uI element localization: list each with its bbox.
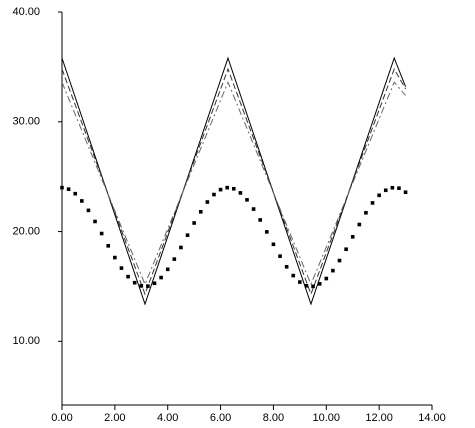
marker (317, 282, 322, 286)
marker (218, 187, 223, 192)
marker (350, 235, 355, 239)
marker (106, 244, 111, 248)
x-tick-label: 8.00 (263, 412, 284, 424)
marker (383, 188, 388, 193)
marker (99, 231, 104, 236)
marker (278, 254, 282, 258)
y-tick-label: 40.00 (12, 6, 40, 18)
marker (271, 242, 276, 247)
marker (212, 192, 216, 197)
marker (60, 185, 64, 190)
x-tick-label: 12.00 (365, 412, 393, 424)
marker (284, 264, 289, 269)
marker (311, 284, 315, 289)
marker (165, 267, 170, 272)
marker (344, 247, 348, 252)
marker (86, 208, 91, 213)
marker (225, 185, 229, 190)
x-tick-label: 2.00 (104, 412, 125, 424)
y-tick-label: 10.00 (12, 335, 40, 347)
marker (265, 230, 269, 234)
marker (231, 186, 236, 191)
x-tick-label: 14.00 (418, 412, 446, 424)
x-tick-label: 0.00 (51, 412, 72, 424)
marker (119, 266, 124, 270)
marker (403, 190, 408, 195)
marker (304, 283, 309, 288)
marker (132, 280, 137, 285)
series-line (61, 67, 407, 296)
x-tick-label: 6.00 (210, 412, 231, 424)
marker (258, 218, 263, 222)
marker (291, 273, 296, 278)
marker (205, 200, 210, 204)
series-line (61, 56, 407, 306)
marker (377, 193, 381, 198)
series-line (61, 80, 406, 286)
marker (66, 187, 71, 191)
marker (93, 219, 97, 224)
marker (364, 210, 368, 215)
marker (397, 186, 401, 190)
marker (139, 284, 144, 288)
marker (198, 209, 203, 214)
marker (370, 201, 375, 205)
marker (324, 276, 329, 281)
marker (238, 191, 243, 195)
marker (357, 222, 362, 227)
marker (390, 185, 395, 190)
marker (152, 281, 157, 286)
marker (331, 268, 335, 273)
marker (113, 255, 117, 260)
y-tick-label: 30.00 (12, 116, 40, 128)
y-tick-label: 20.00 (12, 225, 40, 237)
marker (159, 275, 163, 280)
marker (185, 233, 190, 237)
marker (251, 207, 256, 211)
marker (172, 257, 177, 261)
marker (179, 245, 183, 250)
marker (126, 274, 130, 279)
marker (73, 191, 78, 196)
marker (245, 198, 249, 202)
x-tick-label: 4.00 (157, 412, 178, 424)
marker (337, 258, 342, 263)
marker (146, 284, 150, 288)
marker (192, 221, 196, 225)
marker (80, 199, 84, 203)
marker (298, 280, 302, 284)
x-tick-label: 10.00 (313, 412, 341, 424)
